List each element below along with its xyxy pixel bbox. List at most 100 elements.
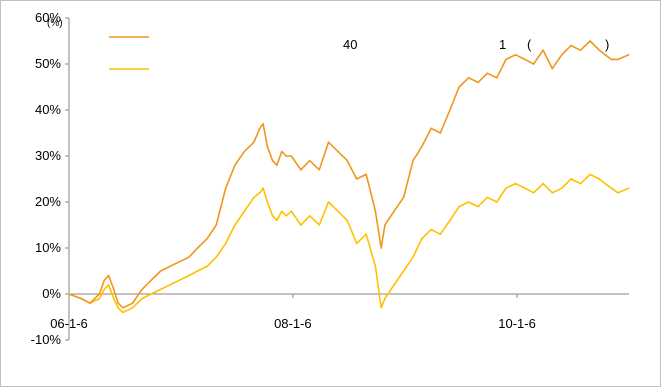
series-2-point: [496, 201, 498, 203]
y-tick-label: 40%: [35, 102, 61, 117]
series-2-point: [243, 210, 246, 212]
series-2-point: [150, 293, 152, 295]
series-1-point: [561, 54, 563, 56]
series-2-point: [290, 210, 293, 212]
series-2-point: [318, 224, 321, 226]
series-2-point: [276, 219, 278, 222]
series-1-point: [579, 49, 582, 51]
series-2-point: [337, 210, 339, 212]
series-1-point: [318, 169, 321, 171]
series-1-point: [551, 67, 554, 70]
chart-title-part-3: (: [527, 37, 532, 52]
series-1-point: [384, 224, 386, 226]
series-2-point: [308, 215, 311, 217]
series-2-point: [131, 307, 134, 309]
series-2-point: [188, 274, 190, 277]
series-1-point: [266, 146, 269, 148]
series-2-point: [430, 228, 433, 231]
series-2-point: [355, 242, 358, 245]
series-2-point: [271, 215, 274, 217]
series-2-point: [169, 284, 171, 286]
series-1-point: [610, 58, 613, 61]
x-tick-label: 10-1-6: [498, 316, 536, 331]
series-2-point: [579, 182, 582, 185]
series-1-point: [430, 127, 433, 130]
series-line-1: [68, 40, 630, 309]
series-1-point: [206, 238, 208, 240]
series-2-point: [627, 187, 630, 189]
series-1-point: [169, 265, 171, 268]
series-1-point: [80, 297, 83, 300]
series-1-point: [439, 132, 442, 134]
series-1-point: [107, 274, 110, 277]
y-tick-label: 0%: [42, 286, 61, 301]
series-2-point: [346, 219, 349, 222]
series-1-point: [570, 44, 572, 47]
y-tick-label: -10%: [31, 332, 62, 347]
series-1-point: [365, 173, 368, 176]
series-1-point: [224, 187, 227, 189]
series-1-point: [532, 63, 535, 65]
chart-title-part-1: 40: [343, 37, 357, 52]
series-1-point: [393, 210, 395, 212]
series-2-point: [402, 270, 405, 272]
series-1-point: [281, 150, 283, 153]
series-2-point: [215, 256, 217, 258]
series-1-point: [253, 141, 255, 143]
series-2-point: [107, 284, 110, 286]
series-2-point: [103, 288, 106, 291]
series-2-point: [365, 233, 368, 235]
series-2-point: [393, 284, 395, 286]
series-1-point: [117, 302, 119, 305]
x-tick-label: 06-1-6: [50, 316, 88, 331]
series-1-point: [449, 109, 451, 111]
y-axis-unit: (%): [47, 18, 63, 29]
series-2-point: [327, 201, 330, 203]
series-2-point: [570, 178, 572, 180]
x-tick-label: 08-1-6: [274, 316, 312, 331]
series-2-point: [380, 307, 383, 309]
series-1-point: [141, 288, 143, 291]
y-tick-label: 10%: [35, 240, 61, 255]
series-2-point: [514, 182, 517, 185]
series-1-point: [178, 261, 181, 263]
series-1-point: [420, 146, 423, 148]
series-1-point: [262, 123, 264, 125]
series-1-point: [308, 159, 311, 162]
series-1-point: [159, 270, 162, 272]
series-1-point: [98, 293, 101, 295]
series-2-point: [467, 201, 470, 203]
series-2-point: [266, 201, 269, 203]
series-2-point: [449, 219, 451, 222]
series-2-point: [98, 297, 101, 300]
series-1-point: [514, 54, 517, 56]
series-1-point: [196, 247, 199, 249]
series-1-point: [113, 288, 115, 291]
series-2-point: [259, 192, 261, 194]
y-axis-ticks: -10% 0% 10% 20% 30% 40% 50% 60%: [31, 10, 69, 347]
series-1-point: [627, 54, 630, 56]
series-1-point: [234, 164, 236, 166]
series-2-point: [589, 173, 591, 176]
series-1-point: [380, 247, 383, 249]
series-2-point: [234, 224, 236, 226]
series-2-point: [300, 224, 302, 226]
chart-title: 40 1 ( ): [343, 37, 609, 52]
series-2-point: [532, 192, 535, 194]
series-1-point: [346, 159, 349, 162]
series-1-point: [617, 58, 619, 61]
series-1-point: [524, 58, 526, 61]
series-1-point: [412, 159, 414, 162]
series-1-point: [150, 279, 152, 282]
series-2-point: [384, 297, 386, 300]
y-tick-label: 20%: [35, 194, 61, 209]
series-1-point: [243, 150, 246, 153]
series-1-point: [589, 40, 591, 42]
chart-title-part-4: ): [605, 37, 609, 52]
series-1-point: [122, 307, 124, 309]
series-1-point: [188, 256, 190, 258]
series-1-point: [604, 54, 606, 56]
series-1-point: [68, 293, 70, 295]
